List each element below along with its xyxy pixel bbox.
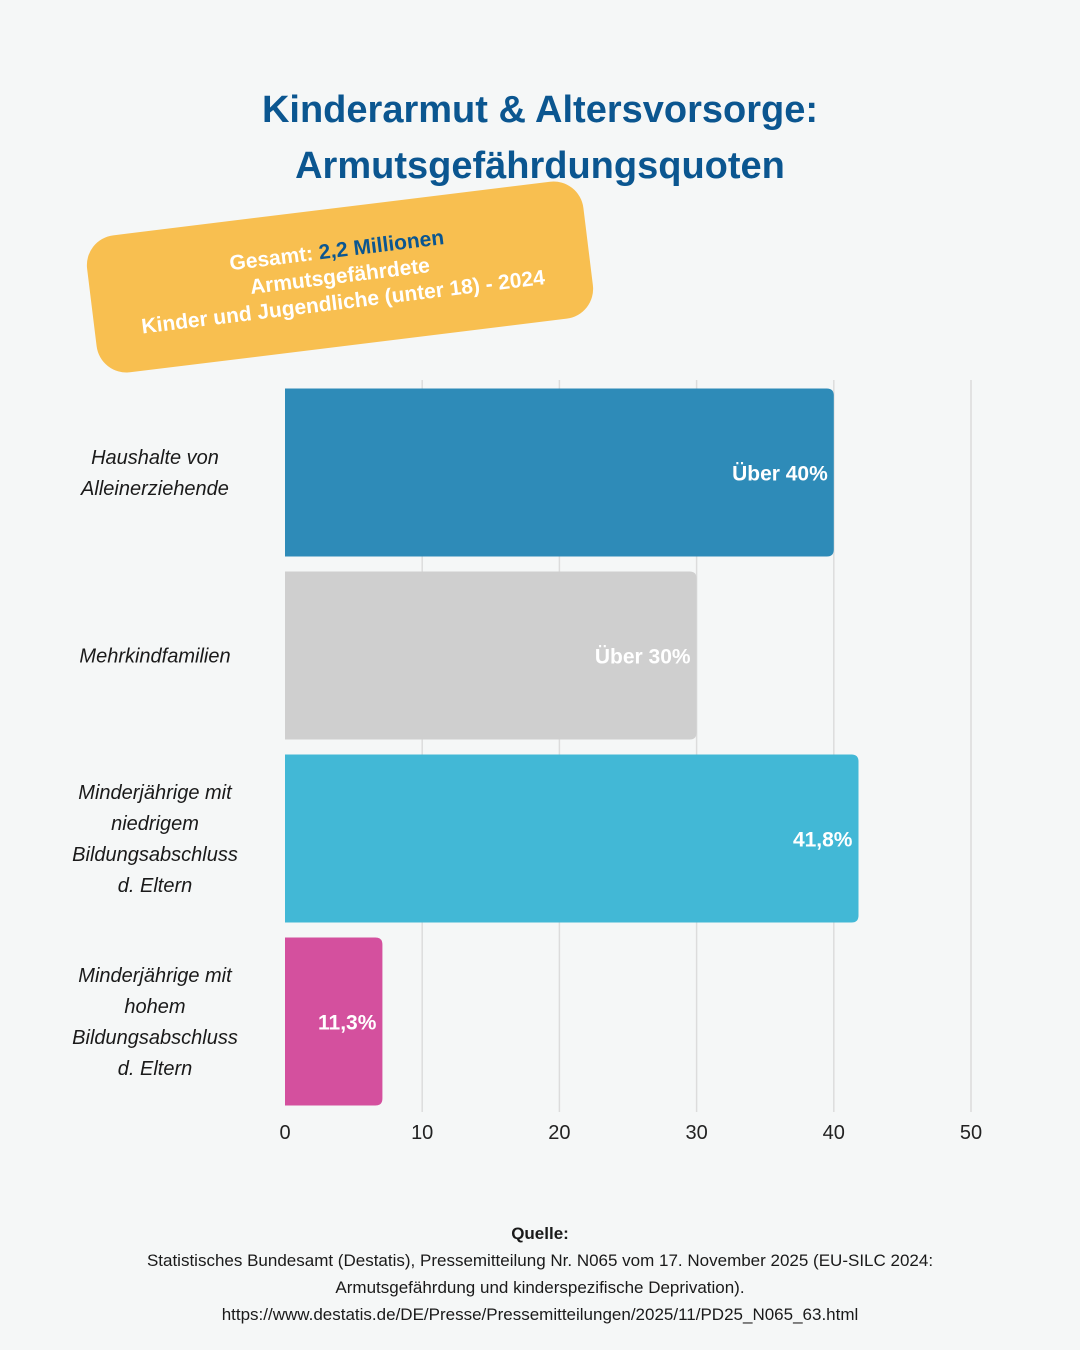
x-tick-label-3: 30 [685, 1122, 707, 1144]
bar-0 [285, 388, 834, 557]
bar-chart: Über 40% Haushalte von Alleinerziehende Übe… [72, 380, 982, 1144]
category-label-line: Minderjährige mit [78, 782, 233, 804]
source-line-2: Armutsgefährdung und kinderspezifische D… [335, 1278, 745, 1297]
x-tick-label-1: 10 [411, 1122, 433, 1144]
bar-3 [285, 937, 383, 1106]
x-tick-label-5: 50 [960, 1122, 982, 1144]
category-label-line: Alleinerziehende [80, 478, 229, 500]
category-label-line: Bildungsabschluss [72, 844, 238, 866]
x-tick-label-2: 20 [548, 1122, 570, 1144]
data-label-3: 11,3% [318, 1012, 377, 1035]
category-label-1: Mehrkindfamilien [79, 646, 230, 668]
category-label-line: Haushalte von [91, 447, 219, 469]
source-line-3: https://www.destatis.de/DE/Presse/Presse… [221, 1305, 859, 1324]
category-label-line: hohem [124, 996, 185, 1018]
category-label-3: Minderjährige mit hohem Bildungsabschluss d… [72, 965, 238, 1080]
category-label-0: Haushalte von Alleinerziehende [80, 447, 229, 500]
category-label-line: Bildungsabschluss [72, 1027, 238, 1049]
data-label-2: 41,8% [793, 829, 853, 852]
source-line-1: Statistisches Bundesamt (Destatis), Pres… [146, 1251, 934, 1270]
bar-1 [285, 571, 697, 740]
page-title: Kinderarmut & Altersvorsorge: Armutsgefä… [0, 82, 1080, 194]
category-label-line: d. Eltern [118, 875, 192, 897]
bar-2 [285, 754, 859, 923]
category-label-line: d. Eltern [118, 1058, 192, 1080]
title-line-2: Armutsgefährdungsquoten [295, 145, 785, 187]
category-label-line: Minderjährige mit [78, 965, 233, 987]
source-note: Quelle: Statistisches Bundesamt (Destati… [60, 1220, 1020, 1328]
category-label-line: niedrigem [111, 813, 199, 835]
category-label-2: Minderjährige mit niedrigem Bildungsabschl… [72, 782, 238, 897]
x-tick-label-0: 0 [279, 1122, 290, 1144]
data-label-1: Über 30% [595, 646, 691, 669]
title-line-1: Kinderarmut & Altersvorsorge: [261, 89, 819, 131]
source-heading: Quelle: [511, 1224, 569, 1243]
x-tick-label-4: 40 [823, 1122, 845, 1144]
category-label-line: Mehrkindfamilien [79, 646, 230, 668]
data-label-0: Über 40% [732, 463, 828, 486]
